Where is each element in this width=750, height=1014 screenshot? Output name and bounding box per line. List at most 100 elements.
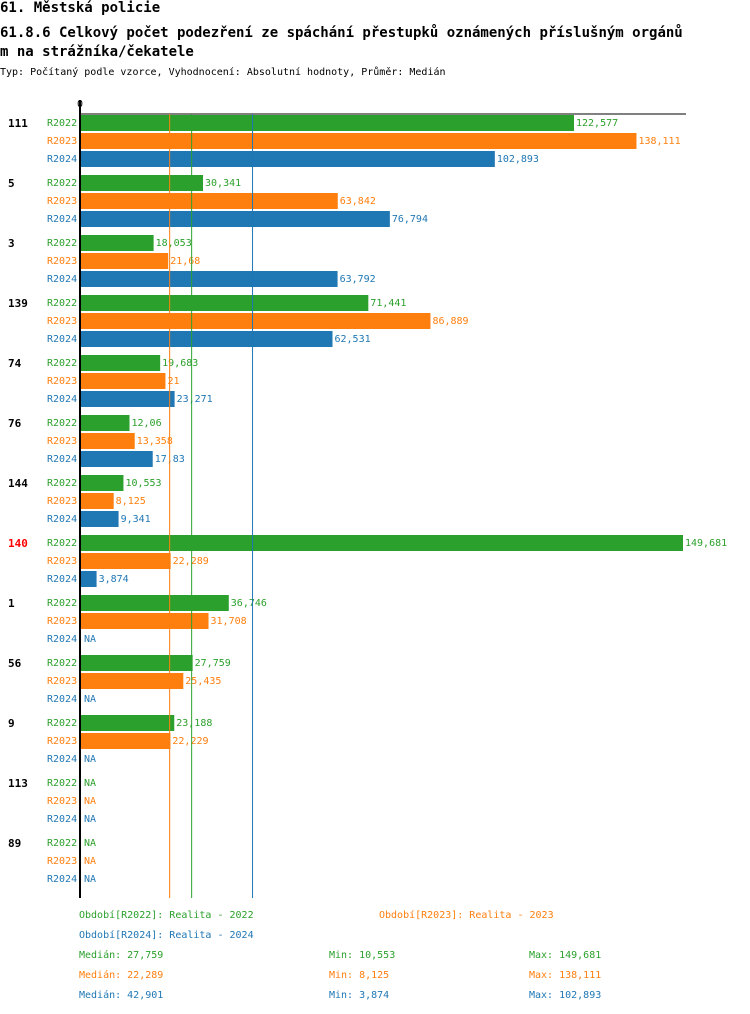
bar-1-R2023 <box>81 613 209 629</box>
bar-9-R2023 <box>81 733 171 749</box>
bar-5-R2024 <box>81 211 390 227</box>
bar-76-R2022 <box>81 415 130 431</box>
bar-144-R2023 <box>81 493 114 509</box>
series-label-5-R2022: R2022 <box>47 178 77 189</box>
value-label-56-R2024: NA <box>84 694 96 705</box>
series-label-139-R2024: R2024 <box>47 334 77 345</box>
series-label-139-R2023: R2023 <box>47 316 77 327</box>
value-label-144-R2022: 10,553 <box>125 478 161 489</box>
group-label-140: 140 <box>8 537 28 550</box>
stat-r2024-min: Min: 3,874 <box>329 990 390 1001</box>
value-label-113-R2022: NA <box>84 778 96 789</box>
bar-5-R2023 <box>81 193 338 209</box>
series-label-56-R2024: R2024 <box>47 694 77 705</box>
bar-144-R2024 <box>81 511 119 527</box>
bar-111-R2024 <box>81 151 495 167</box>
bar-74-R2022 <box>81 355 161 371</box>
bar-111-R2023 <box>81 133 637 149</box>
bar-144-R2022 <box>81 475 124 491</box>
value-label-139-R2023: 86,889 <box>432 316 468 327</box>
value-label-9-R2023: 22,229 <box>172 736 208 747</box>
series-label-9-R2024: R2024 <box>47 754 77 765</box>
value-label-5-R2024: 76,794 <box>392 214 428 225</box>
legend-r2024: Období[R2024]: Realita - 2024 <box>79 930 254 941</box>
group-label-3: 3 <box>8 237 15 250</box>
series-label-113-R2024: R2024 <box>47 814 77 825</box>
value-label-5-R2022: 30,341 <box>205 178 241 189</box>
bar-139-R2024 <box>81 331 333 347</box>
series-label-111-R2023: R2023 <box>47 136 77 147</box>
group-label-56: 56 <box>8 657 22 670</box>
value-label-144-R2023: 8,125 <box>116 496 146 507</box>
series-label-1-R2024: R2024 <box>47 634 77 645</box>
series-label-144-R2023: R2023 <box>47 496 77 507</box>
value-label-139-R2024: 62,531 <box>334 334 370 345</box>
value-label-9-R2022: 23,188 <box>176 718 212 729</box>
bar-139-R2022 <box>81 295 369 311</box>
bar-76-R2023 <box>81 433 135 449</box>
series-label-111-R2022: R2022 <box>47 118 77 129</box>
value-label-1-R2022: 36,746 <box>231 598 267 609</box>
stat-r2024-max: Max: 102,893 <box>529 990 602 1001</box>
bar-chart: 0111R2022122,577R2023138,111R2024102,893… <box>8 99 727 898</box>
value-label-144-R2024: 9,341 <box>121 514 151 525</box>
bar-56-R2023 <box>81 673 184 689</box>
series-label-111-R2024: R2024 <box>47 154 77 165</box>
value-label-1-R2024: NA <box>84 634 96 645</box>
value-label-76-R2022: 12,06 <box>132 418 162 429</box>
bar-1-R2022 <box>81 595 229 611</box>
bar-140-R2023 <box>81 553 171 569</box>
series-label-89-R2022: R2022 <box>47 838 77 849</box>
group-label-9: 9 <box>8 717 15 730</box>
value-label-3-R2024: 63,792 <box>340 274 376 285</box>
value-label-113-R2023: NA <box>84 796 96 807</box>
group-label-1: 1 <box>8 597 15 610</box>
group-label-139: 139 <box>8 297 28 310</box>
series-label-144-R2022: R2022 <box>47 478 77 489</box>
series-label-139-R2022: R2022 <box>47 298 77 309</box>
bar-3-R2023 <box>81 253 169 269</box>
value-label-89-R2024: NA <box>84 874 96 885</box>
value-label-139-R2022: 71,441 <box>370 298 406 309</box>
series-label-9-R2023: R2023 <box>47 736 77 747</box>
value-label-56-R2023: 25,435 <box>185 676 221 687</box>
series-label-9-R2022: R2022 <box>47 718 77 729</box>
group-label-113: 113 <box>8 777 28 790</box>
value-label-3-R2022: 18,053 <box>156 238 192 249</box>
bar-3-R2022 <box>81 235 154 251</box>
series-label-3-R2022: R2022 <box>47 238 77 249</box>
value-label-74-R2022: 19,683 <box>162 358 198 369</box>
value-label-1-R2023: 31,708 <box>211 616 247 627</box>
value-label-74-R2024: 23,271 <box>177 394 213 405</box>
bar-9-R2022 <box>81 715 175 731</box>
stat-r2024-median: Medián: 42,901 <box>79 990 164 1001</box>
series-label-5-R2024: R2024 <box>47 214 77 225</box>
stat-r2023-min: Min: 8,125 <box>329 970 390 981</box>
bar-140-R2022 <box>81 535 683 551</box>
series-label-76-R2024: R2024 <box>47 454 77 465</box>
value-label-5-R2023: 63,842 <box>340 196 376 207</box>
bar-74-R2023 <box>81 373 166 389</box>
series-label-74-R2024: R2024 <box>47 394 77 405</box>
value-label-140-R2024: 3,874 <box>99 574 129 585</box>
stat-r2022-max: Max: 149,681 <box>529 950 602 961</box>
stat-r2023-max: Max: 138,111 <box>529 970 602 981</box>
series-label-3-R2024: R2024 <box>47 274 77 285</box>
group-label-76: 76 <box>8 417 22 430</box>
value-label-111-R2022: 122,577 <box>576 118 618 129</box>
chart-title-line1: 61.8.6 Celkový počet podezření ze spáchá… <box>0 25 683 41</box>
value-label-113-R2024: NA <box>84 814 96 825</box>
bar-76-R2024 <box>81 451 153 467</box>
group-label-144: 144 <box>8 477 28 490</box>
value-label-111-R2023: 138,111 <box>638 136 680 147</box>
legend-r2022: Období[R2022]: Realita - 2022 <box>79 910 254 921</box>
bar-111-R2022 <box>81 115 574 131</box>
bar-139-R2023 <box>81 313 431 329</box>
stat-r2022-median: Medián: 27,759 <box>79 950 164 961</box>
value-label-9-R2024: NA <box>84 754 96 765</box>
series-label-1-R2023: R2023 <box>47 616 77 627</box>
bar-5-R2022 <box>81 175 204 191</box>
group-label-111: 111 <box>8 117 28 130</box>
value-label-89-R2023: NA <box>84 856 96 867</box>
legend-r2023: Období[R2023]: Realita - 2023 <box>379 910 554 921</box>
